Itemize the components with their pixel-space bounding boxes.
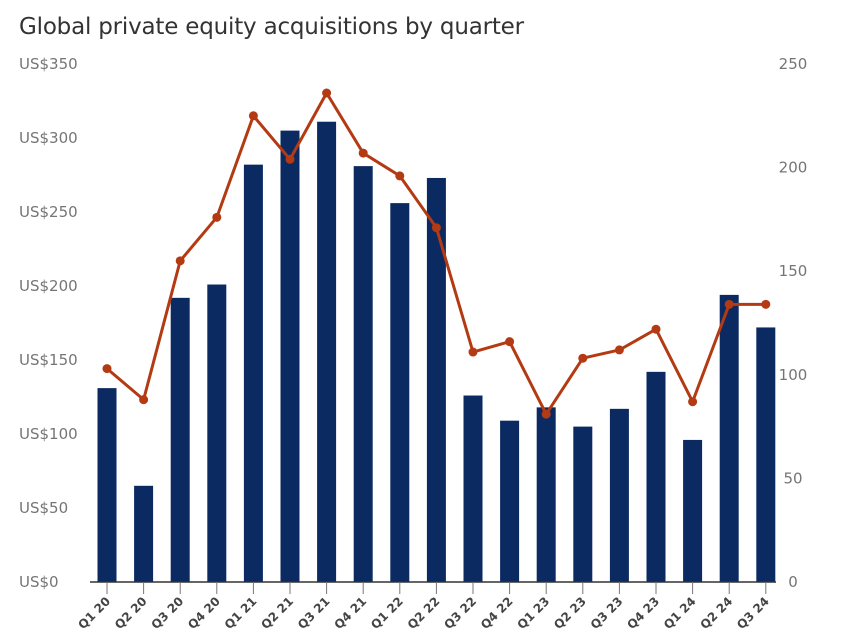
bar [646,371,666,582]
line-point [505,337,515,347]
bar [719,294,739,582]
x-axis-tick-label: Q1 22 [368,594,406,632]
bar [390,203,410,582]
x-axis-tick-label: Q4 20 [185,594,223,632]
chart-title: Global private equity acquisitions by qu… [19,14,524,40]
left-axis-tick-label: US$50 [19,499,68,517]
bar [536,407,556,582]
x-axis-tick-label: Q1 21 [222,594,260,632]
x-axis-tick-label: Q2 21 [258,594,296,632]
line-point [724,299,734,309]
line-point [468,347,478,357]
line-point [431,223,441,233]
x-axis-tick-label: Q2 20 [112,594,150,632]
bar [280,130,300,582]
bar [134,485,154,582]
bar [573,426,593,582]
left-axis-tick-label: US$100 [19,425,78,443]
bar [756,327,776,582]
x-axis-tick-label: Q3 20 [149,594,187,632]
right-axis-tick-label: 250 [779,55,808,73]
x-axis-tick-label: Q1 20 [75,594,113,632]
right-axis-tick-label: 150 [779,262,808,280]
x-axis-tick-label: Q2 23 [551,594,589,632]
x-axis-tick-label: Q3 23 [588,594,626,632]
line-point [761,299,771,309]
line-point [541,409,551,419]
line-point [578,353,588,363]
x-axis-tick-label: Q2 24 [698,594,736,632]
right-axis-tick-label: 100 [779,366,808,384]
line-point [322,88,332,98]
line-point [688,397,698,407]
left-axis-tick-label: US$300 [19,129,78,147]
line-point [102,364,112,374]
x-axis-tick-label: Q4 23 [624,594,662,632]
line-point [285,154,295,164]
left-axis-tick-label: US$0 [19,573,59,591]
x-axis-tick-label: Q1 24 [661,594,699,632]
line-point [248,111,258,121]
x-axis-tick-label: Q4 21 [332,594,370,632]
bar [463,395,483,582]
bar [683,439,703,582]
left-axis-tick-label: US$150 [19,351,78,369]
bar [243,164,263,582]
bar [500,420,520,582]
line-point [395,171,405,181]
right-axis-tick-label: 50 [783,469,802,487]
bar [97,388,117,582]
bar [426,177,446,582]
x-axis-tick-label: Q3 21 [295,594,333,632]
line-point [139,395,149,405]
left-axis-tick-label: US$200 [19,277,78,295]
bar [317,121,337,582]
line-point [651,324,661,334]
bar [353,166,373,582]
line-point [358,148,368,158]
left-axis-tick-label: US$250 [19,203,78,221]
x-axis-tick-label: Q3 22 [441,594,479,632]
bar [609,408,629,582]
line-point [175,256,185,266]
x-axis-tick-label: Q1 23 [515,594,553,632]
line-point [212,212,222,222]
right-axis-tick-label: 200 [779,159,808,177]
left-axis-tick-label: US$350 [19,55,78,73]
x-axis-tick-label: Q4 22 [478,594,516,632]
line-point [614,345,624,355]
right-axis-tick-label: 0 [788,573,798,591]
bar [170,297,190,582]
x-axis-tick-label: Q3 24 [734,594,772,632]
bar [207,284,227,582]
x-axis-tick-label: Q2 22 [405,594,443,632]
